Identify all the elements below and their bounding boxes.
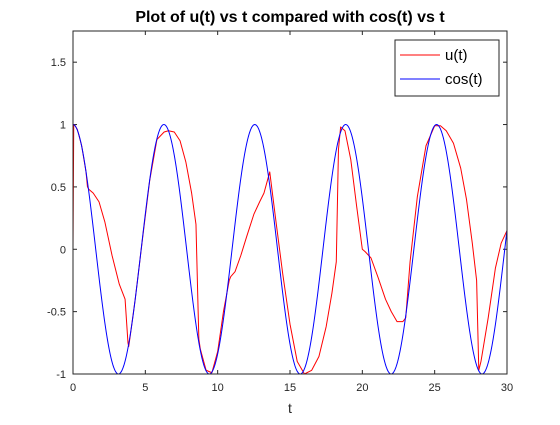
y-tick-label: 0.5 <box>51 182 66 194</box>
legend-label: cos(t) <box>445 71 483 88</box>
y-axis-ticks: -1 -0.5 0 0.5 1 1.5 <box>47 57 507 381</box>
legend-label: u(t) <box>445 47 468 64</box>
y-tick-label: -1 <box>56 369 66 381</box>
axes-box <box>72 30 508 375</box>
series-line-ut <box>73 124 507 374</box>
series-line-cost <box>73 124 507 374</box>
x-tick-label: 25 <box>429 382 441 394</box>
x-axis-label: t <box>288 400 292 416</box>
chart-title: Plot of u(t) vs t compared with cos(t) v… <box>135 9 445 26</box>
x-tick-label: 0 <box>70 382 76 394</box>
x-tick-label: 20 <box>356 382 368 394</box>
series-group <box>73 124 507 374</box>
legend-box <box>394 39 500 97</box>
legend: u(t) cos(t) <box>394 39 500 97</box>
x-tick-label: 30 <box>501 382 513 394</box>
y-tick-label: 1.5 <box>51 57 66 69</box>
x-tick-label: 10 <box>212 382 224 394</box>
y-tick-label: -0.5 <box>47 307 66 319</box>
y-tick-label: 1 <box>60 120 66 132</box>
x-tick-label: 5 <box>142 382 148 394</box>
y-tick-label: 0 <box>60 244 66 256</box>
x-tick-label: 15 <box>284 382 296 394</box>
